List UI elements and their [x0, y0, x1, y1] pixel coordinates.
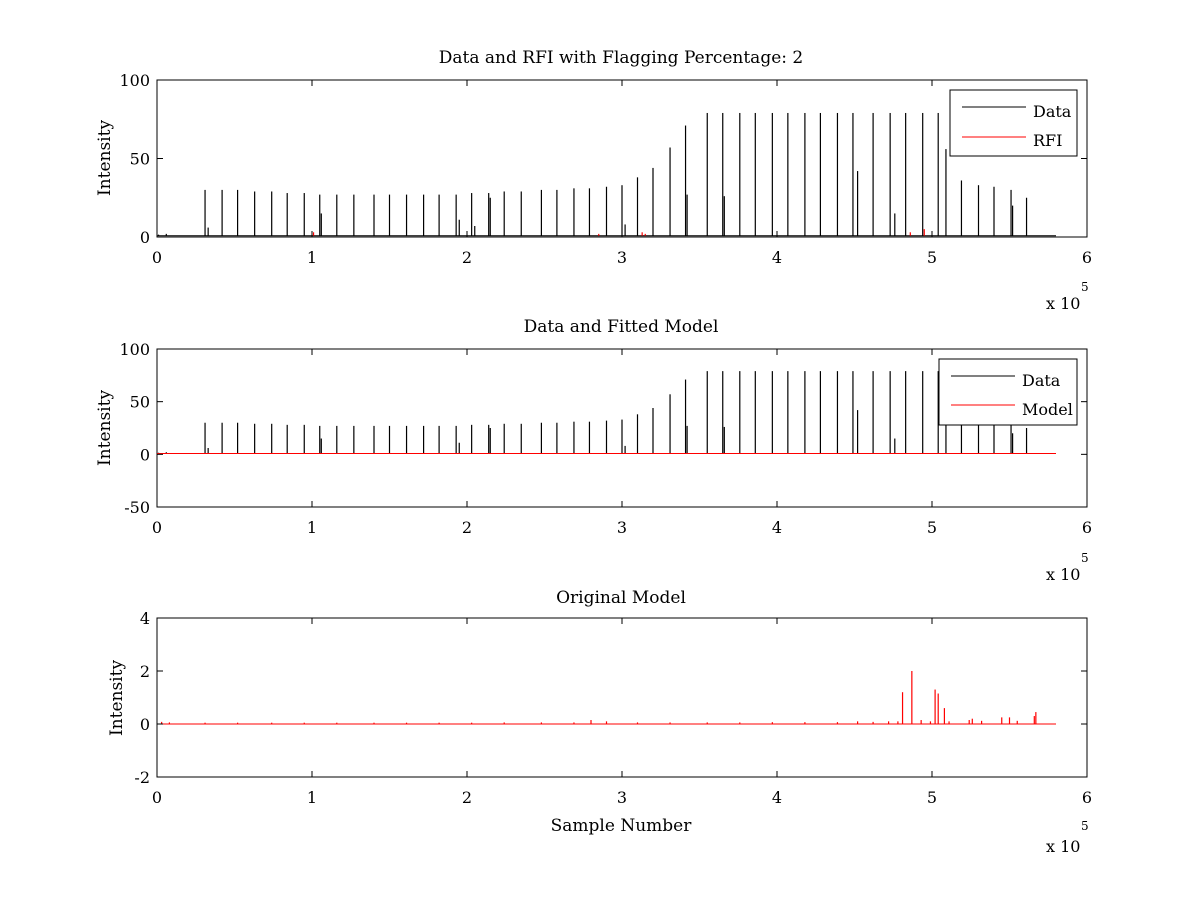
panel-data-rfi: Data and RFI with Flagging Percentage: 2… [95, 48, 1092, 313]
y-tick-label: 100 [119, 71, 150, 90]
x-tick-label: 6 [1082, 248, 1092, 267]
series-data [157, 112, 1056, 237]
x-tick-label: 5 [927, 788, 937, 807]
x-tick-label: 0 [152, 248, 162, 267]
x-multiplier-exponent: 5 [1081, 819, 1089, 833]
x-multiplier-label: x 10 [1046, 837, 1080, 856]
x-tick-label: 1 [307, 788, 317, 807]
x-multiplier-label: x 10 [1046, 294, 1080, 313]
x-tick-label: 4 [772, 518, 782, 537]
x-multiplier-exponent: 5 [1081, 551, 1089, 565]
panel-data-fitted-model: Data and Fitted Model Intensity Data Mod… [95, 317, 1092, 584]
x-tick-label: 0 [152, 788, 162, 807]
x-tick-label: 3 [617, 518, 627, 537]
x-tick-label: 2 [462, 248, 472, 267]
x-tick-label: 2 [462, 788, 472, 807]
series-model-0 [157, 671, 1056, 725]
y-axis-label: Intensity [107, 660, 127, 736]
series-layer [157, 671, 1056, 725]
y-tick-label: 2 [140, 662, 150, 681]
x-tick-label: 5 [927, 248, 937, 267]
x-tick-label: 0 [152, 518, 162, 537]
legend-label-rfi: RFI [1033, 131, 1062, 150]
x-axis-label: Sample Number [551, 816, 693, 836]
x-tick-label: 4 [772, 248, 782, 267]
y-axis-label: Intensity [95, 120, 115, 196]
x-tick-label: 5 [927, 518, 937, 537]
y-tick-label: -2 [134, 768, 150, 787]
x-tick-label: 1 [307, 518, 317, 537]
y-axis-label: Intensity [95, 390, 115, 466]
legend-box [949, 89, 1078, 157]
series-layer [157, 371, 1056, 454]
y-tick-label: 0 [140, 445, 150, 464]
x-tick-label: 3 [617, 248, 627, 267]
x-tick-label: 4 [772, 788, 782, 807]
panel-title: Original Model [556, 588, 686, 608]
legend-label-data: Data [1033, 102, 1072, 121]
panel-original-model: Original Model Intensity Sample Number x… [107, 588, 1092, 856]
legend: Data RFI [949, 89, 1078, 157]
series-layer [157, 112, 1056, 237]
y-tick-label: -50 [124, 498, 150, 517]
y-tick-label: 0 [140, 228, 150, 247]
panel-title: Data and RFI with Flagging Percentage: 2 [439, 48, 803, 68]
x-tick-label: 2 [462, 518, 472, 537]
y-tick-label: 100 [119, 340, 150, 359]
x-tick-label: 3 [617, 788, 627, 807]
x-multiplier-exponent: 5 [1081, 280, 1089, 294]
x-tick-label: 1 [307, 248, 317, 267]
y-tick-label: 50 [130, 150, 150, 169]
y-tick-label: 0 [140, 715, 150, 734]
legend-box [938, 358, 1078, 426]
legend: Data Model [938, 358, 1078, 426]
y-tick-label: 4 [140, 609, 150, 628]
y-tick-label: 50 [130, 393, 150, 412]
series-rfi [312, 229, 925, 236]
panel-title: Data and Fitted Model [524, 317, 719, 337]
legend-label-data: Data [1022, 371, 1061, 390]
x-multiplier-label: x 10 [1046, 565, 1080, 584]
x-tick-label: 6 [1082, 788, 1092, 807]
x-tick-label: 6 [1082, 518, 1092, 537]
legend-label-model: Model [1022, 400, 1073, 419]
